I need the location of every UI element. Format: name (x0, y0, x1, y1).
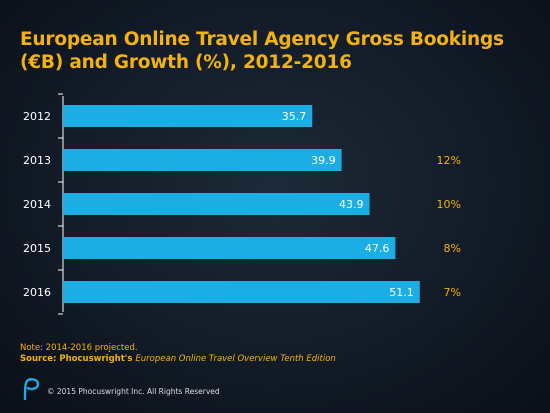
bar-value-label: 51.1 (389, 286, 414, 299)
source-title: European Online Travel Overview Tenth Ed… (135, 354, 336, 364)
bar-value-label: 39.9 (311, 154, 336, 167)
y-tick-label: 2016 (23, 286, 51, 299)
y-tick-label: 2012 (23, 110, 51, 123)
phocuswright-p-logo-icon (23, 378, 40, 400)
bar (63, 193, 370, 215)
bar-value-label: 35.7 (282, 110, 307, 123)
y-tick-label: 2014 (23, 198, 51, 211)
chart-note: Note: 2014-2016 projected. (20, 343, 138, 353)
y-tick-label: 2015 (23, 242, 51, 255)
chart-source: Source: Phocuswright's European Online T… (20, 354, 336, 365)
bar-value-label: 43.9 (339, 198, 364, 211)
chart-title-line-1: European Online Travel Agency Gross Book… (20, 29, 504, 50)
growth-label: 8% (444, 242, 461, 255)
growth-label: 7% (444, 286, 461, 299)
bar (63, 149, 342, 171)
source-prefix: Source: Phocuswright's (20, 354, 136, 364)
growth-label: 12% (437, 154, 461, 167)
bar (63, 281, 420, 303)
chart-title: European Online Travel Agency Gross Book… (20, 28, 530, 74)
bar (63, 105, 313, 127)
bar (63, 237, 396, 259)
growth-label: 10% (437, 198, 461, 211)
copyright-text: © 2015 Phocuswright Inc. All Rights Rese… (47, 387, 220, 396)
y-tick-label: 2013 (23, 154, 51, 167)
chart-title-line-2: (€B) and Growth (%), 2012-2016 (20, 52, 352, 73)
bar-value-label: 47.6 (365, 242, 390, 255)
